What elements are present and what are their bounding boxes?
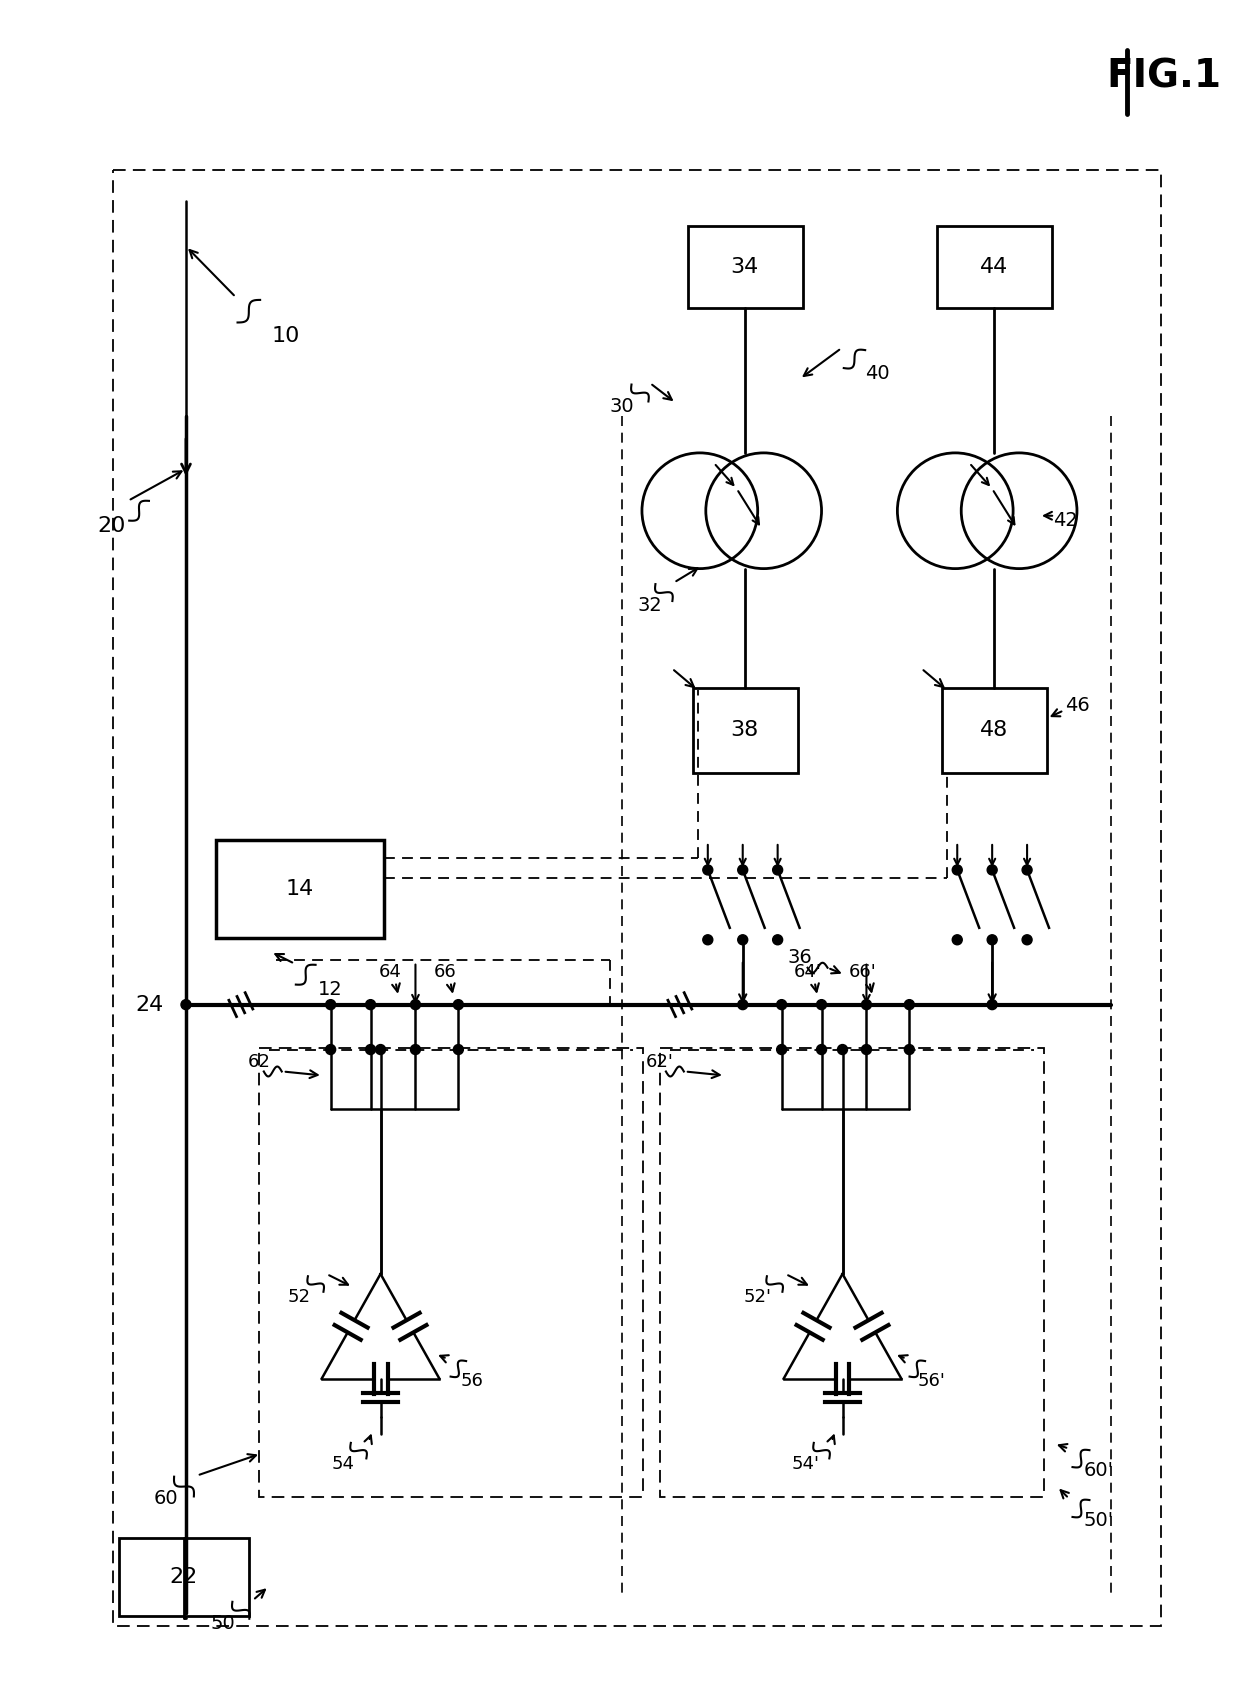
Bar (693, 688, 797, 773)
Bar (119, 1539, 249, 1616)
Text: 36: 36 (787, 948, 812, 967)
Text: 52: 52 (288, 1287, 310, 1306)
Circle shape (410, 1000, 420, 1009)
Text: 60': 60' (1084, 1461, 1114, 1479)
Text: FIG.1: FIG.1 (1106, 57, 1221, 96)
Circle shape (817, 1000, 827, 1009)
Circle shape (410, 1044, 420, 1054)
Circle shape (181, 1000, 191, 1009)
Text: 60: 60 (154, 1490, 179, 1508)
Circle shape (862, 1044, 872, 1054)
Circle shape (738, 935, 748, 945)
Circle shape (776, 1000, 786, 1009)
Circle shape (904, 1044, 914, 1054)
Text: 52': 52' (744, 1287, 771, 1306)
Circle shape (738, 865, 748, 876)
Text: 62: 62 (247, 1053, 270, 1071)
Circle shape (952, 935, 962, 945)
Circle shape (987, 935, 997, 945)
Text: 64': 64' (794, 963, 822, 980)
Text: 62': 62' (646, 1053, 673, 1071)
Text: 44: 44 (980, 258, 1008, 277)
Text: 56: 56 (461, 1372, 484, 1390)
Text: 50': 50' (1084, 1512, 1114, 1530)
Circle shape (376, 1044, 386, 1054)
Text: 10: 10 (272, 326, 300, 346)
Text: 14: 14 (285, 879, 314, 899)
Circle shape (366, 1044, 376, 1054)
Bar (113, 169, 1161, 1626)
Bar (259, 1048, 644, 1496)
Text: 64: 64 (379, 963, 402, 980)
Text: 66: 66 (434, 963, 456, 980)
Circle shape (776, 1044, 786, 1054)
Text: 54': 54' (791, 1454, 820, 1473)
Text: 42: 42 (1053, 511, 1078, 530)
Bar (942, 688, 1047, 773)
Circle shape (326, 1044, 336, 1054)
Text: 20: 20 (97, 516, 125, 536)
Circle shape (703, 935, 713, 945)
Circle shape (773, 865, 782, 876)
Circle shape (837, 1044, 847, 1054)
Text: 34: 34 (730, 258, 759, 277)
Text: 48: 48 (980, 720, 1008, 741)
Text: 12: 12 (319, 980, 343, 999)
Bar (937, 226, 1052, 309)
Text: 50: 50 (211, 1614, 236, 1633)
Bar (216, 840, 383, 938)
Text: 30: 30 (610, 398, 635, 417)
Circle shape (987, 1000, 997, 1009)
Circle shape (773, 935, 782, 945)
Text: 40: 40 (866, 364, 890, 383)
Text: 32: 32 (637, 596, 662, 616)
Text: 46: 46 (1065, 695, 1090, 715)
Circle shape (454, 1000, 464, 1009)
Circle shape (738, 1000, 748, 1009)
Circle shape (952, 865, 962, 876)
Circle shape (1022, 865, 1032, 876)
Circle shape (1022, 935, 1032, 945)
Circle shape (366, 1000, 376, 1009)
Text: 38: 38 (730, 720, 759, 741)
Bar (660, 1048, 1044, 1496)
Text: 66': 66' (848, 963, 877, 980)
Circle shape (987, 865, 997, 876)
Circle shape (326, 1000, 336, 1009)
Circle shape (817, 1044, 827, 1054)
Circle shape (703, 865, 713, 876)
Text: 24: 24 (135, 995, 164, 1014)
Text: 54: 54 (331, 1454, 355, 1473)
Bar (688, 226, 802, 309)
Text: 22: 22 (170, 1567, 198, 1587)
Circle shape (454, 1044, 464, 1054)
Text: 56': 56' (918, 1372, 945, 1390)
Circle shape (904, 1000, 914, 1009)
Circle shape (862, 1000, 872, 1009)
